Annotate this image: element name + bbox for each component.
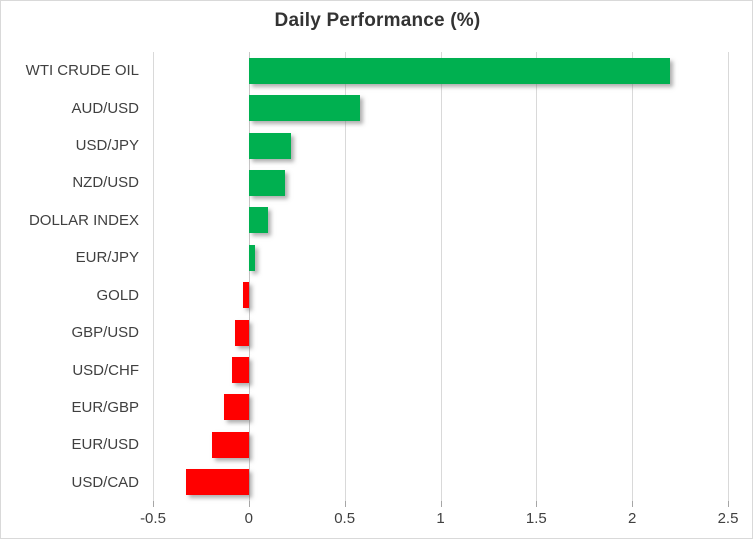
tick-mark (728, 501, 729, 507)
category-axis: WTI CRUDE OIL AUD/USD USD/JPY NZD/USD DOLLAR… (1, 52, 139, 501)
bar-usd-jpy (248, 132, 291, 159)
category-label: WTI CRUDE OIL (25, 62, 139, 80)
tick-mark (536, 501, 538, 507)
category-label: NZD/USD (72, 174, 139, 192)
x-tick-label: 2 (627, 510, 637, 527)
category-label: USD/JPY (75, 137, 139, 155)
category-label: GBP/USD (71, 324, 139, 342)
x-tick-label: 1 (436, 510, 445, 527)
x-tick-label: -0.5 (140, 510, 166, 527)
bar-aud-usd (248, 95, 360, 122)
category-label: USD/CAD (71, 473, 139, 491)
category-label: EUR/JPY (75, 249, 139, 267)
gridline (536, 52, 538, 501)
bar-gbp-usd (235, 319, 249, 346)
bar-eur-jpy (248, 244, 255, 271)
tick-mark (632, 501, 634, 507)
bar-wti-crude-oil (248, 57, 671, 84)
x-tick-label: 2.5 (717, 510, 739, 527)
zero-gridline (248, 52, 250, 501)
gridline (440, 52, 442, 501)
x-tick-label: 1.5 (525, 510, 547, 527)
bar-usd-cad (185, 469, 249, 496)
category-label: GOLD (96, 286, 139, 304)
bar-eur-usd (212, 431, 249, 458)
category-label: AUD/USD (71, 99, 139, 117)
tick-mark (344, 501, 346, 507)
bar-usd-chf (231, 357, 249, 384)
gridline (153, 52, 154, 501)
tick-mark (153, 501, 154, 507)
category-label: EUR/USD (71, 436, 139, 454)
gridline (728, 52, 729, 501)
plot-area (153, 52, 729, 501)
tick-mark (248, 501, 250, 507)
category-label: DOLLAR INDEX (28, 211, 139, 229)
gridline (344, 52, 346, 501)
x-tick-label: 0 (244, 510, 253, 527)
gridline (632, 52, 634, 501)
category-label: EUR/GBP (71, 399, 139, 416)
chart-title: Daily Performance (%) (274, 10, 481, 31)
category-label: USD/CHF (72, 361, 139, 379)
bar-dollar-index (248, 207, 268, 234)
tick-mark (440, 501, 442, 507)
bar-gold (243, 282, 249, 309)
bar-nzd-usd (248, 169, 286, 196)
bar-eur-gbp (223, 394, 249, 421)
x-tick-label: 0.5 (334, 510, 356, 527)
